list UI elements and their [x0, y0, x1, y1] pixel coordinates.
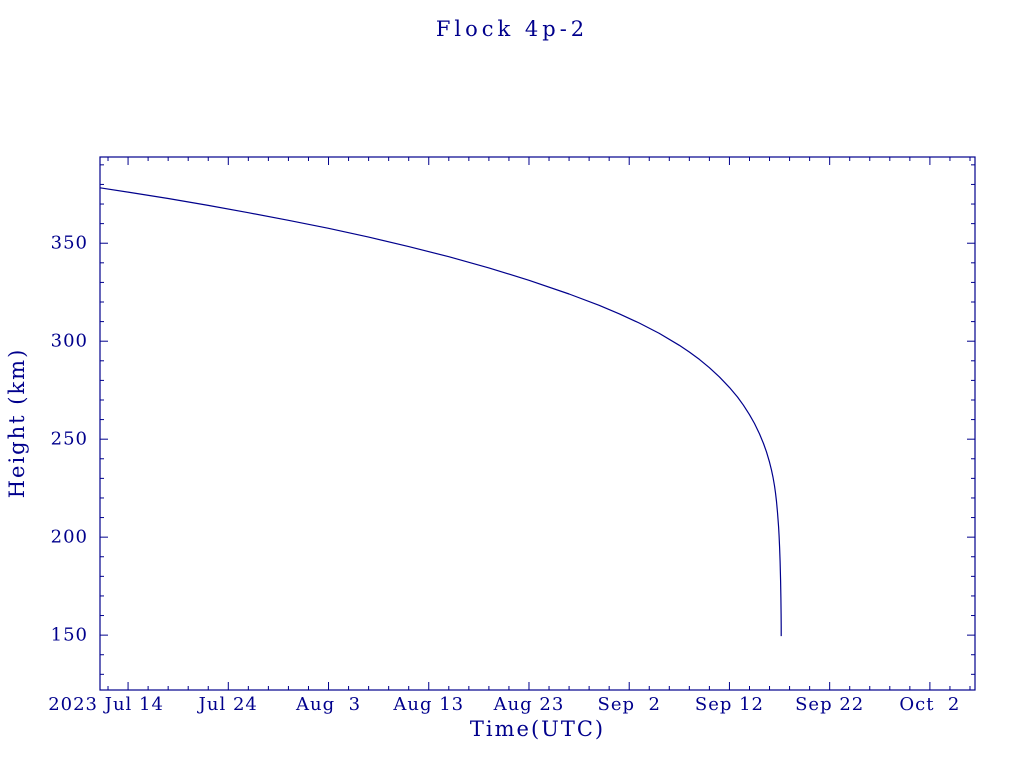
x-tick-label: Jul 24 [198, 694, 258, 715]
y-tick-label: 350 [50, 232, 88, 254]
x-tick-label: Sep 22 [795, 694, 865, 715]
x-axis-label: Time(UTC) [469, 717, 606, 741]
x-tick-label: Aug 3 [296, 694, 362, 715]
y-tick-label: 250 [50, 428, 88, 450]
x-tick-label: Sep 12 [694, 694, 765, 715]
x-tick-label: Aug 13 [393, 694, 465, 715]
x-tick-label: Sep 2 [597, 694, 661, 715]
x-tick-label: 2023 Jul 14 [48, 694, 164, 715]
y-tick-label: 200 [50, 526, 88, 548]
chart-title: Flock 4p-2 [435, 17, 589, 41]
plot-frame [99, 156, 976, 691]
y-tick-label: 300 [50, 330, 88, 352]
x-tick-label: Oct 2 [899, 694, 961, 715]
height-curve [99, 187, 782, 637]
y-tick-label: 150 [50, 624, 88, 646]
x-tick-label: Aug 23 [493, 694, 565, 715]
